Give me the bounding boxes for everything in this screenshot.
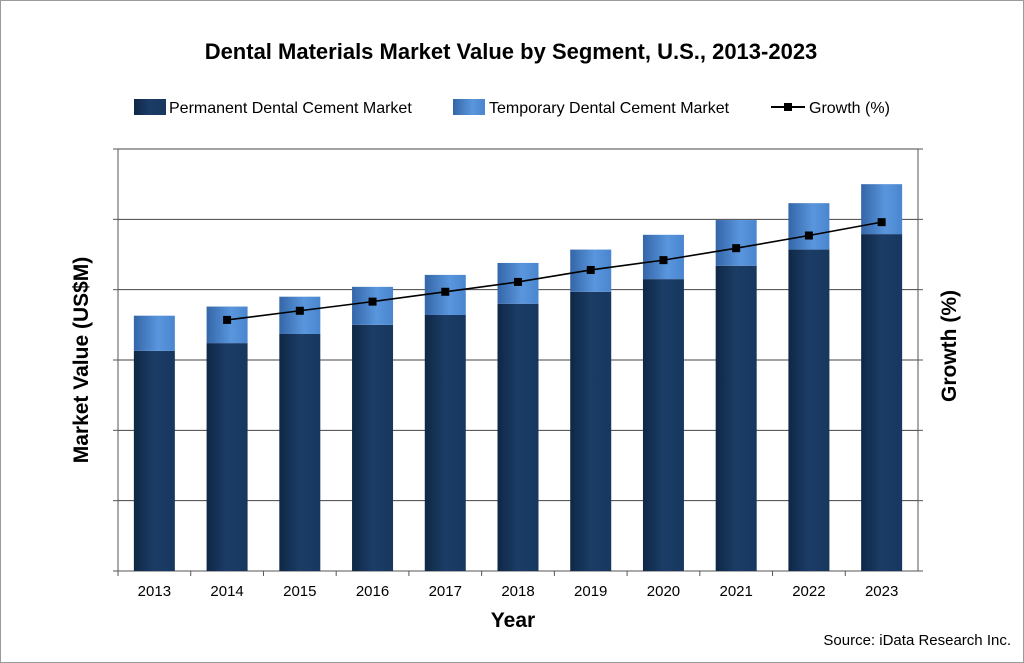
growth-marker [804, 231, 813, 240]
bar-permanent [642, 279, 684, 571]
bars [133, 184, 903, 571]
x-tick-label: 2023 [865, 583, 898, 600]
x-tick-label: 2017 [429, 583, 462, 600]
x-tick-label: 2020 [647, 583, 680, 600]
growth-marker [368, 297, 377, 306]
bar-permanent [715, 265, 757, 571]
x-tick-label: 2019 [574, 583, 607, 600]
bar-permanent [861, 234, 903, 571]
growth-polyline [226, 221, 882, 321]
legend: Permanent Dental Cement Market Temporary… [134, 99, 890, 117]
growth-marker [441, 287, 450, 296]
x-tick-label: 2022 [792, 583, 825, 600]
source-note: Source: iData Research Inc. [823, 632, 1011, 649]
legend-swatch-permanent [134, 99, 166, 115]
bar-permanent [206, 343, 248, 571]
bar-temporary [715, 220, 757, 266]
growth-marker [732, 244, 741, 253]
x-tick-label: 2013 [138, 583, 171, 600]
x-tick-label: 2014 [210, 583, 243, 600]
bar-temporary [861, 184, 903, 235]
growth-marker [295, 306, 304, 315]
legend-label-permanent: Permanent Dental Cement Market [169, 100, 412, 117]
y-axis-title: Market Value (US$M) [70, 257, 93, 464]
x-tick-labels: 2013 2014 2015 2016 2017 2018 2019 2020 2021 2022… [138, 583, 899, 600]
bar-permanent [424, 314, 466, 571]
bar-temporary [206, 306, 248, 344]
bar-permanent [279, 333, 321, 571]
growth-marker [514, 277, 522, 286]
x-tick-label: 2015 [283, 583, 316, 600]
bar-permanent [497, 303, 539, 571]
y2-axis-title: Growth (%) [938, 290, 961, 402]
growth-marker [586, 265, 595, 274]
x-axis-title: Year [491, 609, 535, 632]
growth-marker [659, 256, 668, 265]
bar-permanent [133, 350, 175, 571]
legend-label-temporary: Temporary Dental Cement Market [489, 100, 730, 117]
bar-temporary [279, 296, 321, 334]
bar-permanent [352, 324, 394, 571]
legend-swatch-temporary [453, 99, 485, 115]
growth-marker [877, 218, 886, 227]
growth-line [223, 218, 886, 324]
chart-title: Dental Materials Market Value by Segment… [205, 39, 818, 64]
legend-label-growth: Growth (%) [809, 100, 890, 117]
bar-temporary [133, 315, 175, 351]
x-tick-label: 2018 [501, 583, 534, 600]
bar-temporary [352, 286, 394, 325]
bar-permanent [788, 249, 830, 571]
bar-permanent [570, 291, 612, 571]
x-tick-label: 2016 [356, 583, 389, 600]
growth-marker [223, 315, 232, 324]
bar-temporary [788, 203, 830, 250]
x-tick-label: 2021 [719, 583, 752, 600]
legend-marker-growth [784, 103, 792, 111]
